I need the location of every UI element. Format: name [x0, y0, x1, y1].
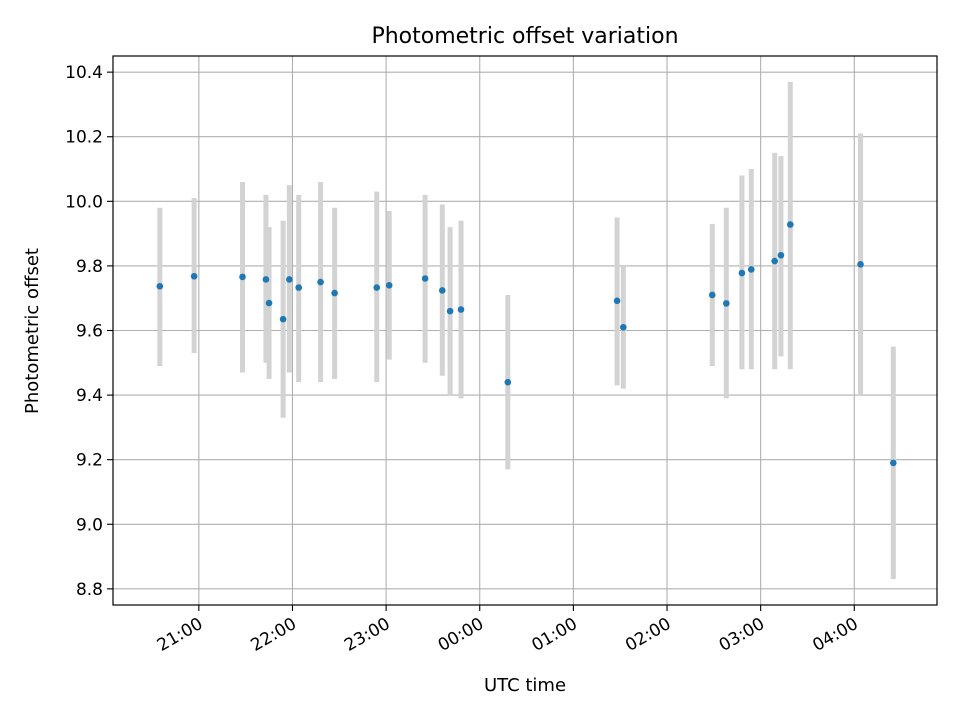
data-point — [331, 289, 338, 297]
y-tick-label: 10.4 — [65, 63, 103, 83]
x-tick-label: 00:00 — [435, 614, 487, 656]
y-tick-label: 9.4 — [76, 386, 103, 406]
x-tick-label: 21:00 — [154, 614, 206, 656]
x-tick-label: 23:00 — [341, 614, 393, 656]
data-point — [385, 281, 393, 289]
y-axis-label: Photometric offset — [22, 248, 43, 414]
x-tick-label: 02:00 — [622, 614, 674, 656]
data-point — [708, 291, 716, 299]
data-point — [190, 272, 198, 280]
data-point — [738, 269, 746, 277]
data-point — [857, 260, 864, 268]
data-point — [890, 459, 897, 467]
x-axis-ticks: 21:00 22:00 23:00 00:00 01:00 02:00 03:00 04:00 — [154, 605, 862, 656]
data-point — [421, 275, 429, 282]
data-point — [723, 300, 730, 307]
data-point — [265, 299, 273, 307]
data-point — [771, 257, 778, 265]
data-point — [613, 297, 621, 305]
data-point — [620, 323, 627, 331]
chart-title: Photometric offset variation — [371, 24, 678, 49]
y-tick-label: 10.2 — [65, 128, 103, 148]
data-point — [295, 284, 303, 291]
data-point — [279, 315, 287, 323]
grid — [113, 56, 937, 605]
x-tick-label: 01:00 — [528, 614, 580, 656]
data-point — [457, 306, 465, 313]
data-points — [156, 221, 897, 467]
data-point — [787, 221, 794, 228]
data-point — [747, 266, 755, 273]
data-point — [504, 378, 512, 386]
data-point — [446, 307, 454, 315]
x-tick-label: 22:00 — [248, 614, 300, 656]
data-point — [373, 284, 381, 291]
x-axis-label: UTC time — [484, 675, 566, 696]
x-tick-label: 04:00 — [809, 614, 861, 656]
data-point — [438, 287, 446, 294]
data-point — [317, 278, 324, 286]
y-tick-label: 8.8 — [76, 580, 103, 600]
data-point — [262, 276, 270, 283]
y-tick-label: 9.6 — [76, 322, 103, 342]
data-point — [286, 276, 293, 283]
y-tick-label: 9.0 — [76, 515, 103, 535]
data-point — [777, 251, 785, 259]
data-point — [239, 273, 246, 281]
data-point — [156, 282, 164, 290]
y-tick-label: 9.8 — [76, 257, 103, 277]
y-axis-ticks: 8.8 9.0 9.2 9.4 9.6 9.8 10.0 10.2 10.4 — [65, 63, 113, 600]
y-tick-label: 10.0 — [65, 192, 103, 212]
y-tick-label: 9.2 — [76, 451, 103, 471]
x-tick-label: 03:00 — [716, 614, 768, 656]
